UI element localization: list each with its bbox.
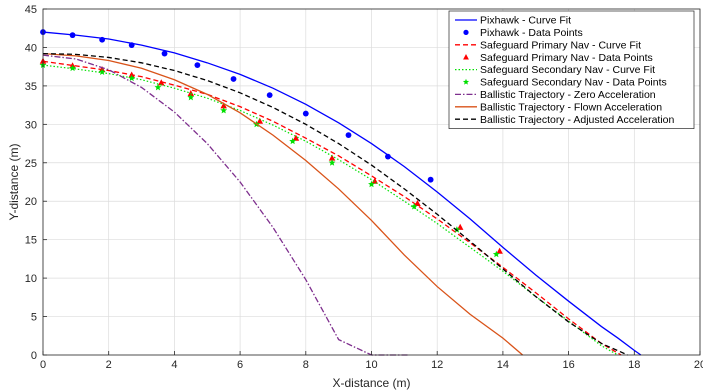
legend-item: Safeguard Secondary Nav - Curve Fit (455, 64, 655, 76)
data-point (98, 68, 106, 75)
series-2 (42, 60, 622, 356)
data-point (302, 110, 309, 117)
data-point (492, 250, 500, 258)
series-line (42, 60, 622, 356)
data-point (69, 64, 76, 72)
x-tick-label: 16 (562, 359, 574, 371)
data-point (194, 62, 201, 69)
legend-item: Safeguard Primary Nav - Data Points (463, 52, 653, 64)
data-point (128, 74, 136, 82)
series-1 (40, 29, 434, 183)
y-tick-label: 5 (31, 312, 37, 324)
legend-label: Ballistic Trajectory - Flown Acceleratio… (480, 101, 662, 113)
y-tick-label: 0 (31, 350, 37, 362)
y-tick-label: 45 (25, 4, 37, 16)
y-tick-label: 35 (25, 81, 37, 93)
legend-label: Pixhawk - Data Points (480, 27, 583, 39)
data-point (345, 132, 352, 138)
series-8 (42, 52, 628, 356)
y-axis-label: Y-distance (m) (7, 144, 21, 221)
x-tick-label: 4 (171, 359, 177, 371)
legend-box (448, 10, 695, 129)
legend-swatch (462, 78, 470, 85)
data-point (289, 137, 297, 145)
legend-label: Ballistic Trajectory - Zero Acceleration (480, 89, 656, 101)
series-7 (42, 52, 524, 356)
data-point (187, 93, 195, 101)
x-tick-label: 18 (628, 359, 640, 371)
x-axis-label: X-distance (m) (332, 376, 410, 390)
legend-item: Safeguard Secondary Nav - Data Points (462, 77, 667, 89)
data-point (456, 223, 464, 230)
data-point (161, 50, 168, 57)
data-point (368, 180, 375, 188)
data-point (230, 76, 237, 82)
y-tick-label: 20 (25, 196, 37, 208)
series-line (42, 52, 628, 356)
data-point (410, 203, 418, 210)
x-tick-label: 14 (497, 359, 509, 371)
legend-label: Safeguard Primary Nav - Data Points (480, 52, 653, 64)
data-point (328, 159, 336, 166)
data-point (69, 32, 76, 39)
y-tick-label: 40 (25, 42, 37, 54)
x-tick-label: 12 (431, 359, 443, 371)
data-point (385, 153, 391, 160)
data-point (496, 247, 503, 254)
legend-label: Ballistic Trajectory - Adjusted Accelera… (480, 114, 674, 126)
data-point (427, 176, 434, 183)
legend-item: Pixhawk - Data Points (463, 27, 583, 39)
legend-label: Safeguard Primary Nav - Curve Fit (480, 39, 641, 51)
legend-item: Safeguard Primary Nav - Curve Fit (455, 39, 641, 51)
data-point (128, 71, 135, 78)
legend-label: Safeguard Secondary Nav - Curve Fit (480, 64, 655, 76)
data-point (256, 117, 264, 124)
y-tick-label: 15 (25, 235, 37, 247)
data-point (414, 199, 421, 207)
series-0 (42, 31, 642, 356)
legend-label: Safeguard Secondary Nav - Data Points (480, 77, 667, 89)
legend-swatch (463, 29, 469, 36)
legend-item: Ballistic Trajectory - Adjusted Accelera… (455, 114, 674, 126)
data-point (292, 134, 300, 141)
legend-item: Ballistic Trajectory - Flown Acceleratio… (455, 101, 662, 113)
series-line (42, 31, 642, 356)
series-line (42, 52, 524, 356)
x-tick-label: 2 (106, 359, 112, 371)
y-tick-label: 10 (25, 273, 37, 285)
x-tick-label: 8 (303, 359, 309, 371)
data-point (158, 79, 165, 86)
axis-ticks: 0 2 4 6 8 10 12 14 16 18 20 0 5 10 15 20 25 30 35 40 45 (25, 4, 703, 371)
x-tick-label: 6 (237, 359, 243, 371)
x-tick-label: 10 (365, 359, 377, 371)
data-point (128, 42, 135, 49)
y-tick-label: 30 (25, 119, 37, 131)
legend-item: Ballistic Trajectory - Zero Acceleration (455, 89, 656, 101)
legend-item: Pixhawk - Curve Fit (455, 15, 571, 27)
data-point (220, 106, 228, 114)
x-tick-label: 0 (40, 359, 46, 371)
data-point (154, 83, 162, 91)
data-point (266, 92, 273, 99)
data-point (453, 226, 461, 233)
data-point (220, 102, 227, 109)
y-tick-label: 25 (25, 158, 37, 170)
x-tick-label: 20 (694, 359, 703, 371)
data-point (99, 36, 106, 43)
legend-label: Pixhawk - Curve Fit (480, 15, 571, 27)
legend-swatch (463, 53, 469, 60)
data-point (328, 154, 336, 161)
